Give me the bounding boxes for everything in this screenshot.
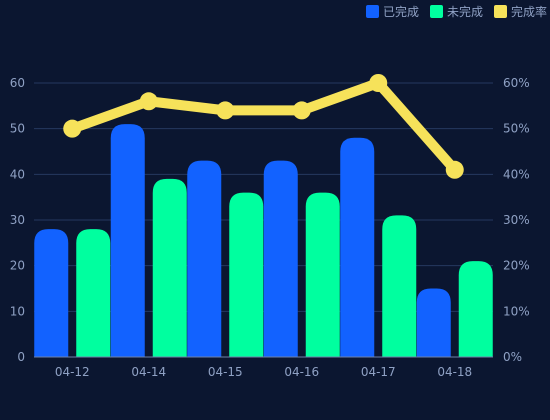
incomplete-bar — [152, 178, 187, 357]
completion-rate-point — [216, 101, 235, 120]
x-axis-tick-label: 04-16 — [284, 365, 319, 379]
right-axis-tick-label: 50% — [503, 122, 530, 136]
completion-rate-point — [63, 119, 82, 138]
left-axis-tick-label: 10 — [10, 304, 25, 318]
left-axis-tick-label: 40 — [10, 167, 25, 181]
right-axis: 0% 10% 20% 30% 40% 50% 60% — [503, 76, 530, 364]
incomplete-bar — [458, 261, 493, 357]
completed-bar — [187, 160, 222, 357]
right-axis-tick-label: 0% — [503, 350, 522, 364]
left-axis-tick-label: 30 — [10, 213, 25, 227]
incomplete-bar — [382, 215, 417, 357]
completion-rate-point — [292, 101, 311, 120]
left-axis: 0 10 20 30 40 50 60 — [10, 76, 25, 364]
legend-completion-rate-swatch — [494, 5, 507, 18]
completion-rate-point — [139, 92, 158, 111]
x-axis-tick-label: 04-17 — [361, 365, 396, 379]
completed-bar — [416, 288, 451, 357]
legend-incomplete-label: 未完成 — [447, 4, 483, 19]
completion-rate-line — [67, 78, 460, 175]
completed-bar — [110, 124, 145, 357]
right-axis-tick-label: 60% — [503, 76, 530, 90]
x-axis-tick-label: 04-18 — [437, 365, 472, 379]
grid-layer — [34, 82, 493, 312]
incomplete-bar — [229, 192, 264, 357]
bars-layer — [34, 124, 493, 357]
completed-bar — [34, 229, 69, 357]
left-axis-tick-label: 50 — [10, 122, 25, 136]
line-layer — [63, 74, 464, 179]
left-axis-tick-label: 20 — [10, 259, 25, 273]
incomplete-bar — [305, 192, 340, 357]
x-axis: 04-12 04-14 04-15 04-16 04-17 04-18 — [34, 356, 493, 379]
legend-completed-label: 已完成 — [383, 4, 419, 19]
completion-rate-point — [369, 74, 388, 92]
completed-bar — [340, 137, 375, 357]
legend-completion-rate-label: 完成率 — [511, 4, 547, 19]
completed-bar — [263, 160, 298, 357]
x-axis-tick-label: 04-15 — [208, 365, 243, 379]
right-axis-tick-label: 10% — [503, 304, 530, 318]
legend-completed-swatch — [366, 5, 379, 18]
right-axis-tick-label: 20% — [503, 259, 530, 273]
left-axis-tick-label: 60 — [10, 76, 25, 90]
right-axis-tick-label: 40% — [503, 167, 530, 181]
completion-rate-point — [445, 160, 464, 179]
right-axis-tick-label: 30% — [503, 213, 530, 227]
left-axis-tick-label: 0 — [17, 350, 25, 364]
legend-incomplete-swatch — [430, 5, 443, 18]
x-axis-tick-label: 04-12 — [55, 365, 90, 379]
incomplete-bar — [76, 229, 111, 357]
x-axis-tick-label: 04-14 — [131, 365, 166, 379]
legend: 已完成 未完成 完成率 — [366, 4, 547, 19]
